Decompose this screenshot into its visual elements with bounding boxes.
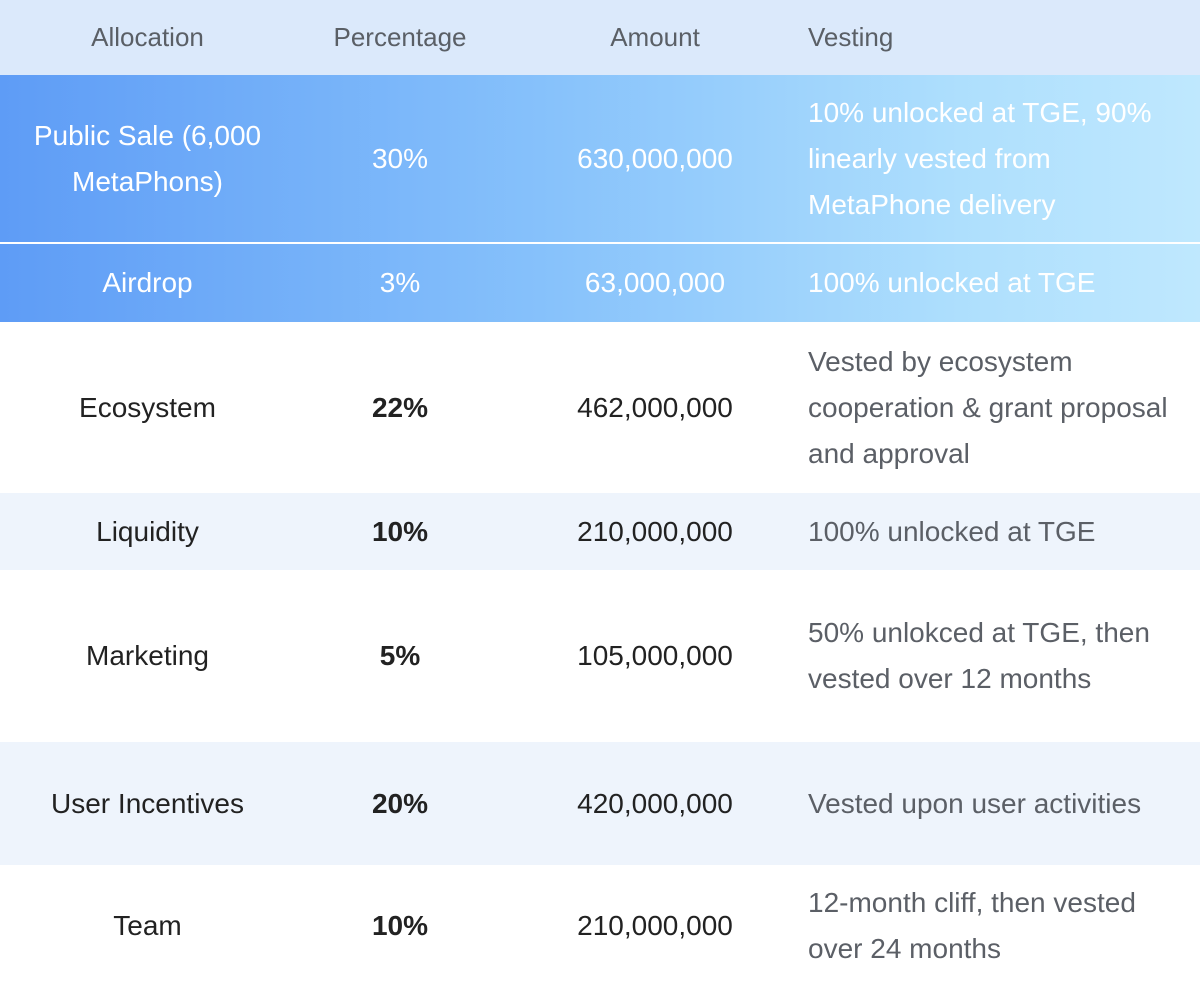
percentage-cell: 22% (371, 391, 429, 423)
allocation-cell: Team (113, 910, 182, 941)
header-cell: Amount (505, 0, 805, 75)
amount-cell: 630,000,000 (577, 142, 733, 174)
allocation-cell: User Incentives (51, 787, 244, 819)
table-body: Public Sale (6,000 MetaPhons) 30% 630,000,… (0, 75, 1200, 987)
percentage-cell: 20% (371, 787, 429, 819)
amount-cell: 420,000,000 (577, 787, 733, 819)
percentage-cell: 10% (371, 515, 429, 547)
table-row: Marketing 5% 105,000,000 50% unlokced at TG… (0, 570, 1200, 742)
table-row: Public Sale (6,000 MetaPhons) 30% 630,000,… (0, 75, 1200, 243)
table-row: Airdrop 3% 63,000,000 100% unlocked at TGE (0, 242, 1200, 322)
vesting-cell: Vested by ecosystem cooperation & grant … (808, 345, 1168, 469)
table-row: User Incentives 20% 420,000,000 Vested upon… (0, 742, 1200, 865)
header-row: Allocation Percentage Amount Vesting (0, 0, 1200, 75)
vesting-cell: 100% unlocked at TGE (805, 242, 1200, 322)
allocation-cell: Ecosystem (79, 391, 216, 423)
allocation-cell: Marketing (86, 640, 209, 671)
vesting-cell: 12-month cliff, then vested over 24 mont… (808, 887, 1136, 964)
amount-cell: 462,000,000 (577, 391, 733, 423)
percentage-cell: 5% (379, 640, 421, 671)
vesting-cell: Vested upon user activities (808, 787, 1142, 819)
amount-cell: 210,000,000 (577, 515, 733, 547)
amount-cell: 105,000,000 (577, 640, 733, 671)
amount-cell: 63,000,000 (505, 242, 805, 322)
allocation-cell: Public Sale (6,000 MetaPhons) (33, 119, 262, 197)
vesting-cell: 50% unlokced at TGE, then vested over 12… (808, 617, 1150, 694)
table-row: Team 10% 210,000,000 12-month cliff, then v… (0, 865, 1200, 987)
vesting-cell: 10% unlocked at TGE, 90% linearly vested… (808, 96, 1152, 220)
percentage-cell: 30% (371, 142, 429, 174)
header-cell: Allocation (0, 0, 295, 75)
vesting-cell: 100% unlocked at TGE (808, 515, 1096, 547)
allocation-cell: Liquidity (96, 515, 199, 547)
percentage-cell: 3% (295, 242, 505, 322)
allocation-cell: Airdrop (0, 242, 295, 322)
table-row: Liquidity 10% 210,000,000 100% unlocked at … (0, 493, 1200, 570)
table-row: Ecosystem 22% 462,000,000 Vested by ecosyst… (0, 322, 1200, 493)
percentage-cell: 10% (371, 910, 429, 941)
header-cell: Percentage (295, 0, 505, 75)
amount-cell: 210,000,000 (577, 910, 733, 941)
header-cell: Vesting (805, 0, 1200, 75)
